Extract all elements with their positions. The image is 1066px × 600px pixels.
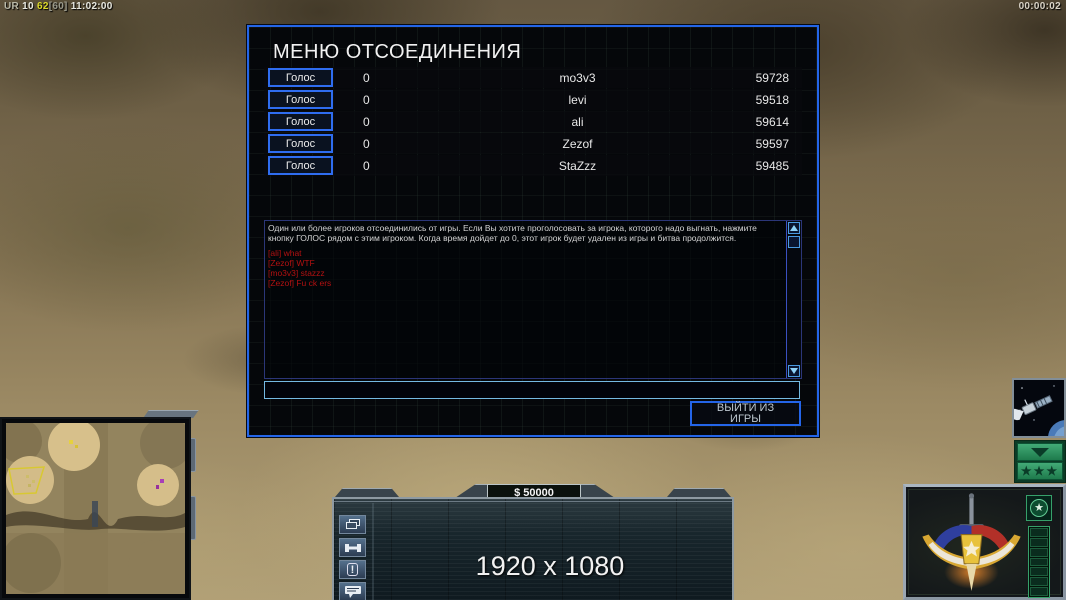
vote-count: 0	[363, 114, 370, 129]
options-windows-button[interactable]	[339, 515, 366, 534]
command-bar-trim	[335, 488, 399, 497]
exit-game-button[interactable]: ВЫЙТИ ИЗ ИГРЫ	[690, 401, 801, 426]
table-row: Голос 0 Zezof 59597	[264, 133, 802, 154]
timeout-value: 59614	[755, 114, 789, 129]
disconnect-info-text: Один или более игроков отсоединились от …	[268, 223, 757, 243]
spy-satellite-button[interactable]	[1011, 378, 1066, 456]
chat-bubble-icon	[344, 585, 361, 598]
vote-button[interactable]: Голос	[268, 90, 333, 109]
timeout-value: 59728	[755, 70, 789, 85]
dialog-title: МЕНЮ ОТСОЕДИНЕНИЯ	[273, 41, 522, 63]
vote-count: 0	[363, 92, 370, 107]
scroll-up-button[interactable]	[788, 222, 800, 234]
vote-count: 0	[363, 136, 370, 151]
experience-bar	[1028, 526, 1050, 598]
timeout-value: 59518	[755, 92, 789, 107]
system-clock: 11:02:00	[70, 1, 113, 12]
player-name: mo3v3	[559, 70, 596, 85]
table-row: Голос 0 StaZzz 59485	[264, 155, 802, 176]
chat-scrollbar[interactable]	[786, 221, 801, 378]
alert-button[interactable]: !	[339, 560, 366, 579]
command-bar-divider	[372, 503, 374, 600]
xp-segment	[1030, 528, 1048, 537]
player-name: Zezof	[562, 136, 593, 151]
repair-wrench-button[interactable]	[339, 538, 366, 557]
disconnect-menu-dialog: МЕНЮ ОТСОЕДИНЕНИЯ Голос 0 mo3v3 59728 Го…	[247, 25, 819, 437]
xp-segment	[1030, 587, 1048, 597]
perf-value: 10	[22, 1, 34, 12]
chat-button[interactable]	[339, 582, 366, 600]
timeout-value: 59485	[755, 158, 789, 173]
exclamation-icon: !	[347, 563, 358, 576]
windows-icon	[345, 519, 360, 530]
command-bar-trim	[667, 488, 731, 497]
xp-segment	[1030, 537, 1048, 547]
vote-count: 0	[363, 70, 370, 85]
fps-cap: [60]	[48, 1, 68, 12]
vote-button[interactable]: Голос	[268, 156, 333, 175]
scroll-down-button[interactable]	[788, 365, 800, 377]
xp-segment	[1030, 567, 1048, 577]
wrench-icon	[344, 543, 361, 552]
rank-star-badge: ★	[1026, 495, 1052, 521]
vote-button[interactable]: Голос	[268, 112, 333, 131]
portrait-background: ★	[908, 489, 1061, 598]
chat-message: [mo3v3] stazzz	[268, 268, 325, 278]
vote-count: 0	[363, 158, 370, 173]
faction-emblem	[922, 493, 1021, 591]
perf-label: UR	[4, 1, 20, 12]
fps-value: 62	[36, 1, 49, 12]
chat-message: [Zezof] WTF	[268, 258, 315, 268]
general-rank-panel: ★★★	[1014, 440, 1066, 483]
satellite-icon	[1011, 380, 1066, 456]
resolution-text: 1920 x 1080	[475, 551, 625, 581]
player-name: levi	[568, 92, 587, 107]
minimap[interactable]	[6, 423, 185, 594]
arrow-down-icon	[790, 368, 798, 374]
table-row: Голос 0 ali 59614	[264, 111, 802, 132]
scrollbar-thumb[interactable]	[788, 236, 800, 248]
vote-button[interactable]: Голос	[268, 68, 333, 87]
player-name: ali	[571, 114, 584, 129]
star-badge-icon: ★	[1030, 499, 1048, 517]
chat-message: [ali] what	[268, 248, 302, 258]
general-portrait-panel: ★	[903, 484, 1066, 600]
chat-input[interactable]	[264, 381, 800, 399]
performance-readout: UR 10 62[60] 11:02:00	[4, 1, 113, 12]
chat-log[interactable]: Один или более игроков отсоединились от …	[264, 220, 802, 379]
xp-segment	[1030, 547, 1048, 557]
xp-segment	[1030, 557, 1048, 567]
vote-table: Голос 0 mo3v3 59728 Голос 0 levi 59518 Г…	[264, 67, 802, 177]
camera-view-indicator	[8, 466, 46, 495]
arrow-up-icon	[790, 225, 798, 231]
rank-stars: ★★★	[1020, 464, 1060, 478]
player-name: StaZzz	[558, 158, 597, 173]
match-timer: 00:00:02	[1018, 1, 1061, 12]
chevron-down-icon	[1031, 447, 1049, 457]
chat-message: [Zezof] Fu ck ers	[268, 278, 332, 288]
rank-collapse-button[interactable]	[1017, 443, 1063, 461]
table-row: Голос 0 mo3v3 59728	[264, 67, 802, 88]
timeout-value: 59597	[755, 136, 789, 151]
minimap-frame	[0, 417, 191, 600]
rank-stars-button[interactable]: ★★★	[1017, 462, 1063, 480]
vote-button[interactable]: Голос	[268, 134, 333, 153]
xp-segment	[1030, 577, 1048, 587]
command-bar: ! 1920 x 1080	[332, 497, 734, 600]
table-row: Голос 0 levi 59518	[264, 89, 802, 110]
